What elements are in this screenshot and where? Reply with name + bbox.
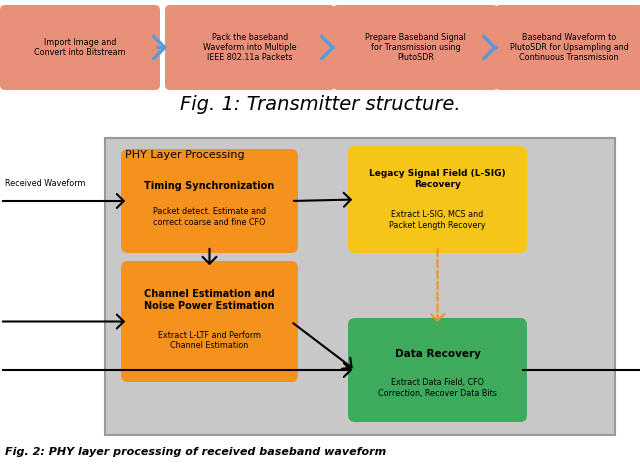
Text: Extract L-SIG, MCS and
Packet Length Recovery: Extract L-SIG, MCS and Packet Length Rec… [389, 210, 486, 230]
FancyBboxPatch shape [121, 149, 298, 253]
Text: Extract Data Field, CFO
Correction, Recover Data Bits: Extract Data Field, CFO Correction, Reco… [378, 378, 497, 398]
Text: Fig. 1: Transmitter structure.: Fig. 1: Transmitter structure. [180, 95, 460, 115]
Text: Channel Estimation and
Noise Power Estimation: Channel Estimation and Noise Power Estim… [144, 289, 275, 311]
FancyBboxPatch shape [165, 5, 335, 90]
Bar [105, 138, 615, 435]
Text: Fig. 2: PHY layer processing of received baseband waveform: Fig. 2: PHY layer processing of received… [5, 447, 387, 457]
Text: PHY Layer Processing: PHY Layer Processing [125, 150, 244, 160]
Text: Data Recovery: Data Recovery [395, 349, 481, 359]
Text: Pack the baseband
Waveform into Multiple
IEEE 802.11a Packets: Pack the baseband Waveform into Multiple… [204, 33, 297, 62]
Text: Timing Synchronization: Timing Synchronization [145, 181, 275, 190]
Text: Prepare Baseband Signal
for Transmission using
PlutoSDR: Prepare Baseband Signal for Transmission… [365, 33, 466, 62]
Text: Import Image and
Convert into Bitstream: Import Image and Convert into Bitstream [34, 38, 126, 57]
FancyBboxPatch shape [0, 5, 160, 90]
FancyBboxPatch shape [348, 146, 527, 253]
Text: Extract L-LTF and Perform
Channel Estimation: Extract L-LTF and Perform Channel Estima… [158, 331, 261, 351]
Text: Baseband Waveform to
PlutoSDR for Upsampling and
Continuous Transmission: Baseband Waveform to PlutoSDR for Upsamp… [509, 33, 628, 62]
FancyBboxPatch shape [348, 318, 527, 422]
FancyBboxPatch shape [495, 5, 640, 90]
FancyBboxPatch shape [121, 261, 298, 382]
Text: Legacy Signal Field (L-SIG)
Recovery: Legacy Signal Field (L-SIG) Recovery [369, 169, 506, 189]
Text: Received Waveform: Received Waveform [5, 178, 86, 188]
Text: Packet detect. Estimate and
correct coarse and fine CFO: Packet detect. Estimate and correct coar… [153, 207, 266, 227]
FancyBboxPatch shape [333, 5, 498, 90]
